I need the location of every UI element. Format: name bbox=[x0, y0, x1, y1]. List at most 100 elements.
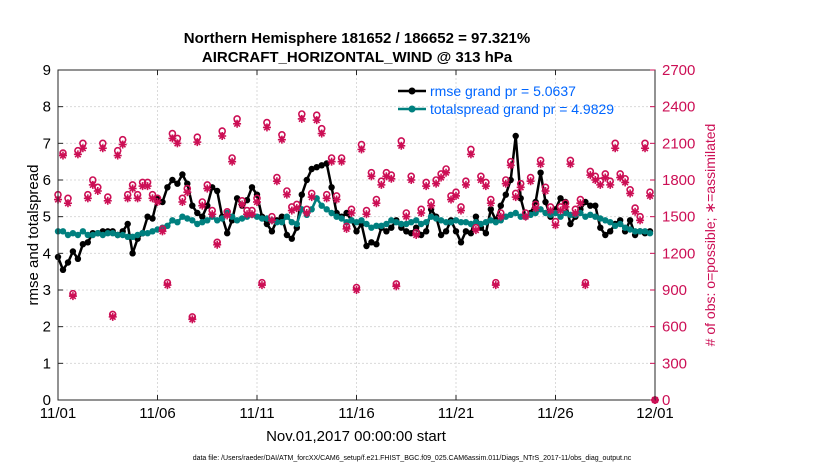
obs-assimilated-marker bbox=[342, 224, 351, 233]
obs-assimilated-marker bbox=[496, 212, 505, 221]
rmse-point bbox=[313, 164, 320, 171]
legend-rmse-marker bbox=[408, 87, 416, 95]
obs-assimilated-marker bbox=[571, 209, 580, 217]
obs-assimilated-marker bbox=[636, 216, 645, 225]
obs-assimilated-marker bbox=[198, 201, 207, 210]
obs-assimilated-marker bbox=[392, 282, 401, 291]
spread-point bbox=[373, 222, 380, 229]
obs-assimilated-marker bbox=[238, 200, 247, 209]
spread-point bbox=[427, 213, 435, 220]
obs-assimilated-marker bbox=[506, 161, 515, 170]
spread-point bbox=[134, 231, 141, 239]
obs-assimilated-marker bbox=[317, 129, 326, 138]
spread-point bbox=[388, 217, 395, 224]
spread-point bbox=[477, 220, 485, 228]
spread-point bbox=[89, 231, 97, 239]
y-right-tick-label: 2700 bbox=[662, 62, 695, 79]
obs-assimilated-marker bbox=[407, 176, 416, 184]
rmse-point bbox=[84, 239, 92, 246]
obs-assimilated-marker bbox=[511, 193, 520, 202]
spread-point bbox=[442, 219, 450, 226]
spread-point bbox=[582, 213, 589, 220]
obs-assimilated-marker bbox=[248, 210, 257, 219]
obs-assimilated-marker bbox=[123, 194, 132, 203]
obs-assimilated-marker bbox=[352, 286, 361, 294]
obs-count-series bbox=[54, 110, 659, 404]
obs-assimilated-marker bbox=[143, 182, 152, 191]
spread-point bbox=[293, 220, 300, 228]
x-tick-label: 11/26 bbox=[537, 405, 573, 422]
rmse-point bbox=[607, 228, 614, 235]
spread-point bbox=[467, 220, 475, 228]
rmse-point bbox=[452, 228, 460, 235]
spread-point bbox=[452, 217, 460, 224]
obs-assimilated-marker bbox=[223, 211, 232, 220]
obs-assimilated-marker bbox=[292, 204, 301, 213]
spread-point bbox=[472, 219, 480, 226]
spread-point bbox=[174, 219, 181, 226]
spread-point bbox=[333, 213, 340, 220]
obs-assimilated-marker bbox=[466, 150, 475, 159]
rmse-point bbox=[467, 230, 475, 237]
rmse-point bbox=[542, 198, 549, 206]
y-left-tick-label: 0 bbox=[43, 392, 51, 409]
spread-point bbox=[368, 224, 375, 231]
obs-assimilated-marker bbox=[312, 116, 321, 125]
rmse-point bbox=[189, 202, 196, 209]
y-left-tick-label: 5 bbox=[43, 209, 51, 226]
spread-point bbox=[288, 219, 295, 226]
rmse-point bbox=[587, 202, 594, 209]
obs-assimilated-marker bbox=[556, 206, 565, 215]
y-right-tick-label: 1200 bbox=[662, 245, 695, 262]
rmse-point bbox=[164, 184, 171, 191]
rmse-point bbox=[602, 231, 609, 239]
spread-point bbox=[418, 220, 425, 228]
obs-assimilated-marker bbox=[447, 195, 456, 204]
y-right-tick-label: 900 bbox=[662, 282, 687, 299]
rmse-point bbox=[328, 184, 335, 191]
obs-assimilated-marker bbox=[412, 231, 421, 239]
spread-point bbox=[199, 219, 206, 226]
y-left-tick-label: 9 bbox=[43, 62, 51, 79]
rmse-point bbox=[308, 165, 315, 173]
rmse-point bbox=[74, 255, 82, 262]
spread-point bbox=[532, 209, 539, 217]
obs-assimilated-marker bbox=[581, 281, 590, 290]
rmse-point bbox=[59, 266, 67, 273]
spread-point bbox=[597, 215, 604, 222]
spread-point bbox=[398, 220, 405, 228]
obs-assimilated-marker bbox=[486, 199, 495, 208]
obs-assimilated-marker bbox=[108, 312, 117, 321]
obs-assimilated-marker bbox=[372, 199, 381, 208]
obs-assimilated-marker bbox=[63, 199, 72, 208]
rmse-point bbox=[472, 213, 480, 220]
x-tick-label: 11/01 bbox=[40, 405, 76, 422]
spread-point bbox=[631, 228, 639, 235]
x-tick-label: 11/16 bbox=[338, 405, 374, 422]
spread-point bbox=[338, 215, 345, 222]
spread-point bbox=[84, 231, 92, 239]
obs-assimilated-marker bbox=[347, 209, 356, 217]
spread-point bbox=[79, 228, 87, 235]
obs-assimilated-marker bbox=[536, 160, 545, 169]
spread-point bbox=[313, 195, 320, 202]
obs-assimilated-marker bbox=[307, 193, 316, 202]
obs-assimilated-marker bbox=[601, 173, 610, 182]
obs-assimilated-marker bbox=[586, 171, 595, 180]
obs-assimilated-marker bbox=[193, 138, 202, 147]
spread-point bbox=[119, 231, 126, 239]
rmse-point bbox=[248, 184, 256, 191]
spread-point bbox=[626, 226, 634, 233]
obs-assimilated-marker bbox=[596, 180, 605, 189]
rmse-point bbox=[303, 176, 310, 184]
spread-point bbox=[457, 219, 465, 226]
obs-assimilated-marker bbox=[178, 198, 187, 206]
x-tick-label: 11/06 bbox=[139, 405, 175, 422]
y-right-tick-label: 0 bbox=[662, 392, 670, 409]
spread-point bbox=[587, 211, 594, 218]
obs-assimilated-marker bbox=[297, 114, 306, 123]
obs-assimilated-marker bbox=[78, 144, 87, 153]
obs-assimilated-marker bbox=[133, 194, 142, 203]
spread-point bbox=[144, 230, 151, 237]
obs-assimilated-marker bbox=[262, 123, 271, 132]
